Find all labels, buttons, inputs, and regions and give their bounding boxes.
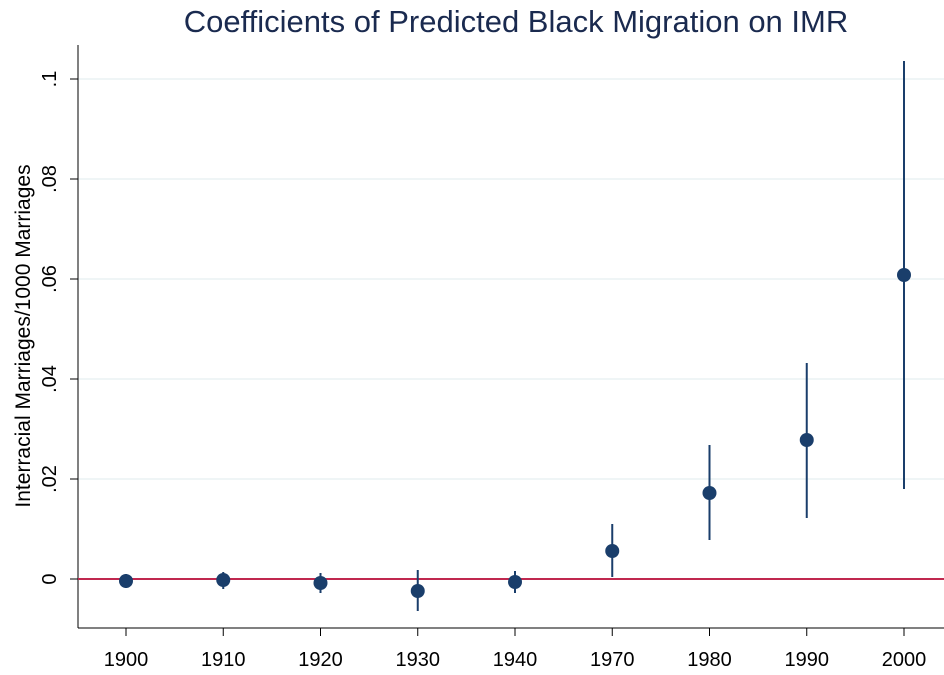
y-tick-label: .08 [39, 165, 61, 193]
x-tick-label: 1970 [590, 649, 635, 671]
coefficient-point [799, 433, 814, 447]
x-tick-label: 1990 [785, 649, 830, 671]
y-tick-label: .04 [39, 365, 61, 393]
y-axis-label: Interracial Marriages/1000 Marriages [12, 164, 35, 507]
coefficient-point [119, 574, 133, 588]
coefficient-point [605, 544, 620, 558]
coefficient-point [410, 584, 425, 598]
chart-title: Coefficients of Predicted Black Migratio… [184, 4, 849, 39]
x-tick-label: 1930 [396, 649, 441, 671]
y-tick-label: .06 [39, 265, 61, 293]
coefficient-point [702, 486, 717, 500]
x-tick-label: 1980 [687, 649, 732, 671]
y-tick-label: .1 [39, 71, 61, 88]
coefficient-point [508, 575, 522, 589]
x-tick-label: 1940 [493, 649, 538, 671]
coefficient-point [897, 268, 911, 282]
x-tick-label: 2000 [882, 649, 927, 671]
y-tick-label: .02 [39, 465, 61, 493]
x-tick-label: 1900 [104, 649, 149, 671]
y-tick-label: 0 [39, 573, 61, 584]
coefficient-point [216, 573, 231, 587]
x-tick-label: 1910 [201, 649, 246, 671]
coefficient-point [313, 576, 328, 590]
x-tick-label: 1920 [298, 649, 343, 671]
